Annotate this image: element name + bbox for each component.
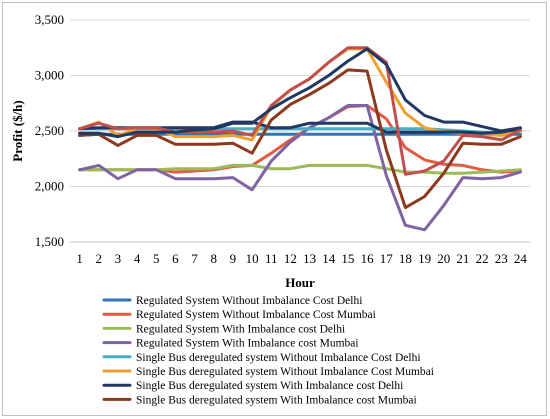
legend-label: Regulated System Without Imbalance Cost …: [136, 295, 362, 307]
x-tick-label: 15: [341, 251, 354, 266]
x-tick-label: 14: [322, 251, 336, 266]
legend-label: Regulated System With Imbalance cost Del…: [136, 323, 345, 335]
y-axis-title: Profit ($/h): [10, 100, 25, 162]
x-tick-label: 10: [246, 251, 259, 266]
overlay-line-1: [78, 46, 522, 176]
y-tick-label: 2,000: [35, 179, 64, 194]
y-tick-label: 1,500: [35, 234, 64, 249]
y-tick-label: 3,000: [35, 68, 64, 83]
x-tick-label: 7: [191, 251, 198, 266]
legend-label: Regulated System With Imbalance cost Mum…: [136, 338, 359, 350]
x-tick-label: 20: [437, 251, 450, 266]
x-tick-label: 17: [380, 251, 394, 266]
x-tick-label: 22: [476, 251, 489, 266]
legend-item: Regulated System With Imbalance cost Mum…: [102, 338, 359, 350]
legend-item: Single Bus deregulated system Without Im…: [102, 352, 421, 364]
x-tick-label: 4: [134, 251, 141, 266]
y-tick-label: 2,500: [35, 123, 64, 138]
x-tick-label: 5: [153, 251, 160, 266]
x-tick-label: 3: [115, 251, 122, 266]
x-tick-label: 2: [96, 251, 103, 266]
series-lines: [78, 46, 522, 232]
x-tick-label: 1: [76, 251, 83, 266]
x-tick-label: 8: [211, 251, 218, 266]
legend-label: Single Bus deregulated system Without Im…: [136, 366, 434, 378]
chart-frame: [2, 2, 547, 416]
y-tick-label: 3,500: [35, 12, 64, 27]
series-line-2: [78, 104, 522, 174]
x-tick-label: 11: [265, 251, 278, 266]
x-tick-label: 12: [284, 251, 297, 266]
legend-item: Regulated System Without Imbalance Cost …: [102, 295, 362, 307]
legend: Regulated System Without Imbalance Cost …: [102, 295, 434, 406]
series-line-8: [78, 68, 522, 210]
x-tick-label: 23: [495, 251, 508, 266]
legend-label: Regulated System Without Imbalance Cost …: [136, 309, 376, 321]
x-tick-label: 21: [456, 251, 469, 266]
x-tick-label: 24: [514, 251, 528, 266]
legend-label: Single Bus deregulated system Without Im…: [136, 352, 421, 364]
x-axis-title: Hour: [285, 275, 315, 290]
x-tick-label: 6: [172, 251, 179, 266]
gridlines: [70, 19, 530, 187]
x-tick-label: 16: [361, 251, 375, 266]
x-tick-label: 13: [303, 251, 316, 266]
legend-item: Single Bus deregulated system With Imbal…: [102, 380, 403, 392]
legend-label: Single Bus deregulated system With Imbal…: [136, 394, 417, 406]
overlay-line-2: [78, 47, 522, 139]
legend-label: Single Bus deregulated system With Imbal…: [136, 380, 403, 392]
series-line-4: [78, 104, 522, 232]
legend-item: Single Bus deregulated system Without Im…: [102, 366, 434, 378]
x-tick-label: 18: [399, 251, 412, 266]
x-tick-label: 9: [230, 251, 237, 266]
legend-item: Regulated System Without Imbalance Cost …: [102, 309, 376, 321]
legend-item: Regulated System With Imbalance cost Del…: [102, 323, 345, 335]
x-tick-label: 19: [418, 251, 431, 266]
legend-item: Single Bus deregulated system With Imbal…: [102, 394, 417, 406]
